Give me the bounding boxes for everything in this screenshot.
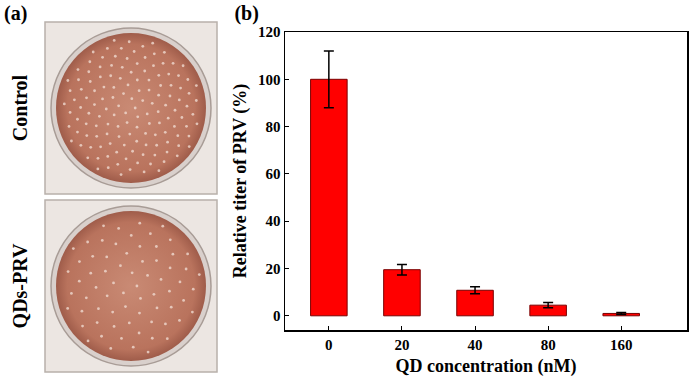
- svg-text:0: 0: [325, 337, 333, 353]
- svg-text:120: 120: [258, 24, 281, 40]
- svg-text:Relative titer of PRV (%): Relative titer of PRV (%): [230, 84, 251, 279]
- svg-text:20: 20: [266, 261, 281, 277]
- svg-text:(a): (a): [4, 2, 27, 25]
- svg-text:(b): (b): [234, 2, 258, 25]
- svg-text:80: 80: [541, 337, 556, 353]
- svg-text:80: 80: [266, 119, 281, 135]
- svg-text:QD concentration (nM): QD concentration (nM): [396, 356, 577, 377]
- svg-text:0: 0: [273, 308, 281, 324]
- svg-text:40: 40: [266, 213, 281, 229]
- svg-text:QDs-PRV: QDs-PRV: [9, 243, 31, 328]
- svg-text:100: 100: [258, 72, 281, 88]
- svg-text:20: 20: [394, 337, 409, 353]
- svg-text:160: 160: [610, 337, 633, 353]
- svg-text:Control: Control: [9, 74, 31, 141]
- svg-text:40: 40: [468, 337, 483, 353]
- svg-text:60: 60: [266, 166, 281, 182]
